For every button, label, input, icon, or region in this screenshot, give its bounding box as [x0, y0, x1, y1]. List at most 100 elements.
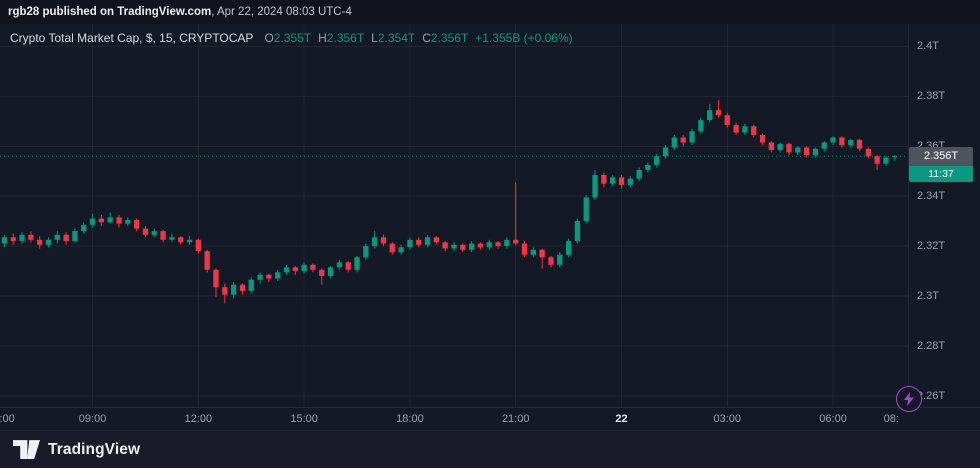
price-tick-label: 2.28T [917, 339, 946, 352]
ohlc-low: L2.354T [371, 31, 416, 45]
ohlc-close: C2.356T [422, 31, 469, 45]
candle [160, 229, 166, 243]
price-chart[interactable] [0, 24, 908, 407]
last-price-label: 2.356T 11:37 [909, 146, 973, 182]
price-tick-label: 2.38T [917, 90, 946, 103]
candle [186, 236, 193, 245]
candle [345, 261, 351, 273]
candle [495, 241, 501, 249]
candle [89, 213, 96, 228]
candle [37, 236, 43, 249]
change-text: +1.355B (+0.06%) [475, 31, 573, 45]
candle [548, 256, 554, 268]
time-tick-label: 22 [615, 413, 628, 425]
candle [715, 100, 722, 118]
candle [636, 167, 642, 182]
candle [19, 232, 25, 244]
candle [319, 268, 325, 285]
candle [54, 231, 60, 244]
candle [768, 141, 774, 153]
candle [239, 283, 246, 295]
candle [266, 273, 272, 283]
candle [10, 233, 16, 245]
last-price-value: 2.356T [909, 146, 973, 166]
footer: TradingView [0, 430, 980, 468]
lightning-icon[interactable] [896, 386, 922, 412]
candle [327, 266, 334, 279]
candle [301, 262, 307, 274]
candle [222, 283, 228, 304]
candle [742, 123, 748, 135]
candle [610, 175, 616, 187]
ohlc-open: O2.355T [264, 31, 312, 45]
candle [812, 147, 819, 158]
candle [856, 138, 863, 152]
candle [178, 236, 184, 245]
candle [680, 135, 686, 147]
candle [848, 138, 854, 148]
candle [786, 142, 792, 155]
candle [892, 155, 898, 162]
time-tick-label: :00 [0, 413, 15, 425]
candle [195, 238, 201, 254]
candle [451, 242, 457, 252]
candle [63, 232, 69, 245]
candles-layer [1, 100, 898, 304]
candle [477, 242, 484, 250]
candle [354, 256, 360, 273]
symbol-header: Crypto Total Market Cap, $, 15, CRYPTOCA… [10, 31, 573, 45]
candle [830, 136, 836, 145]
candle [416, 237, 422, 248]
candle [248, 277, 254, 294]
candle [759, 133, 766, 145]
candle [231, 282, 237, 299]
publisher-text: rgb28 published on TradingView.com [8, 6, 212, 18]
candle [662, 145, 669, 159]
candle [751, 125, 757, 138]
time-axis[interactable]: :00 09:00 12:00 15:00 18:00 21:00 22 03:00 06:00… [0, 407, 980, 430]
publish-date: , Apr 22, 2024 08:03 UTC-4 [211, 6, 352, 18]
candle [81, 222, 87, 234]
candle [733, 122, 739, 135]
candle [513, 182, 519, 245]
candle [839, 136, 845, 148]
candle [486, 239, 492, 250]
candle [724, 112, 730, 128]
candle [72, 228, 78, 243]
candle [707, 103, 713, 123]
time-tick-label: 08: [883, 413, 899, 425]
tradingview-wordmark[interactable]: TradingView [48, 440, 141, 458]
candle [521, 241, 528, 258]
candle [28, 231, 34, 243]
candle [557, 252, 563, 268]
lightning-bolt-glyph [904, 392, 914, 406]
candle [777, 142, 783, 153]
candle [460, 243, 466, 253]
price-tick-label: 2.3T [917, 289, 940, 302]
gridlines [0, 24, 908, 407]
candle [292, 266, 298, 275]
bar-countdown: 11:37 [909, 165, 973, 182]
candle [283, 264, 290, 275]
time-tick-label: 12:00 [184, 413, 213, 425]
candle [433, 236, 439, 245]
candle [627, 176, 633, 188]
candle [372, 231, 378, 249]
candle [310, 263, 316, 273]
candle [380, 234, 387, 247]
price-tick-label: 2.32T [917, 240, 946, 253]
candle [125, 217, 131, 227]
symbol-title: Crypto Total Market Cap, $, 15, CRYPTOCA… [10, 31, 254, 45]
tradingview-logo-icon[interactable] [13, 439, 40, 460]
candle [645, 162, 651, 173]
candle [654, 153, 660, 168]
candle [821, 141, 827, 152]
candle [275, 269, 281, 281]
time-tick-label: 21:00 [501, 413, 530, 425]
candle [363, 243, 369, 260]
candle [583, 194, 589, 224]
candle [134, 218, 140, 232]
candle [213, 268, 219, 298]
time-tick-label: 18:00 [396, 413, 424, 425]
